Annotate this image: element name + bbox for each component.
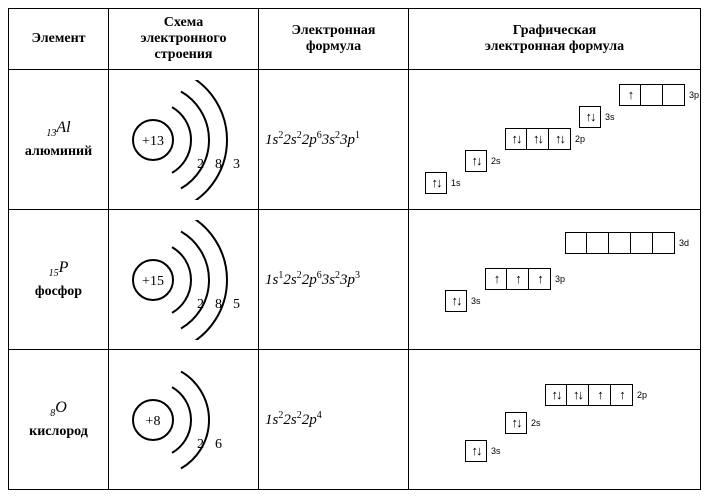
element-symbol: 13Al: [15, 119, 102, 139]
header-structure: Схемаэлектронногостроения: [109, 9, 259, 70]
orbital-diagram-cell: ↑↓3s↑↓2s↑↓↑↓↑↑2p: [409, 350, 701, 490]
element-symbol: 8O: [15, 399, 102, 419]
header-element: Элемент: [9, 9, 109, 70]
formula-cell: 1s12s22p63s23p3: [259, 210, 409, 350]
electron-formula: 1s22s22p63s23p1: [265, 132, 360, 148]
svg-text:3: 3: [233, 157, 240, 172]
table-row: 8O кислород +826 1s22s22p4 ↑↓3s↑↓2s↑↓↑↓↑…: [9, 350, 701, 490]
formula-cell: 1s22s22p4: [259, 350, 409, 490]
element-symbol: 15P: [15, 259, 102, 279]
table-row: 13Al алюминий +13283 1s22s22p63s23p1 ↑↓1…: [9, 70, 701, 210]
svg-text:+13: +13: [142, 134, 164, 149]
svg-text:+15: +15: [142, 274, 164, 289]
orbital-diagram-cell: ↑↓3s↑↑↑3p3d: [409, 210, 701, 350]
shell-diagram-cell: +826: [109, 350, 259, 490]
element-cell: 13Al алюминий: [9, 70, 109, 210]
orbital-diagram-cell: ↑↓1s↑↓2s↑↓↑↓↑↓2p↑↓3s↑3p: [409, 70, 701, 210]
shell-diagram: +15285: [115, 220, 252, 340]
svg-text:+8: +8: [146, 414, 161, 429]
shell-diagram-cell: +15285: [109, 210, 259, 350]
header-graphic: Графическаяэлектронная формула: [409, 9, 701, 70]
shell-diagram: +13283: [115, 80, 252, 200]
electron-formula: 1s22s22p4: [265, 412, 322, 428]
formula-cell: 1s22s22p63s23p1: [259, 70, 409, 210]
element-name: фосфор: [15, 284, 102, 300]
electron-formula: 1s12s22p63s23p3: [265, 272, 360, 288]
svg-text:5: 5: [233, 297, 240, 312]
element-cell: 15P фосфор: [9, 210, 109, 350]
shell-diagram-cell: +13283: [109, 70, 259, 210]
element-cell: 8O кислород: [9, 350, 109, 490]
element-name: алюминий: [15, 144, 102, 160]
svg-text:6: 6: [215, 437, 222, 452]
electron-config-table: Элемент Схемаэлектронногостроения Электр…: [8, 8, 701, 490]
header-formula: Электроннаяформула: [259, 9, 409, 70]
element-name: кислород: [15, 424, 102, 440]
shell-diagram: +826: [115, 360, 252, 480]
table-row: 15P фосфор +15285 1s12s22p63s23p3 ↑↓3s↑↑…: [9, 210, 701, 350]
